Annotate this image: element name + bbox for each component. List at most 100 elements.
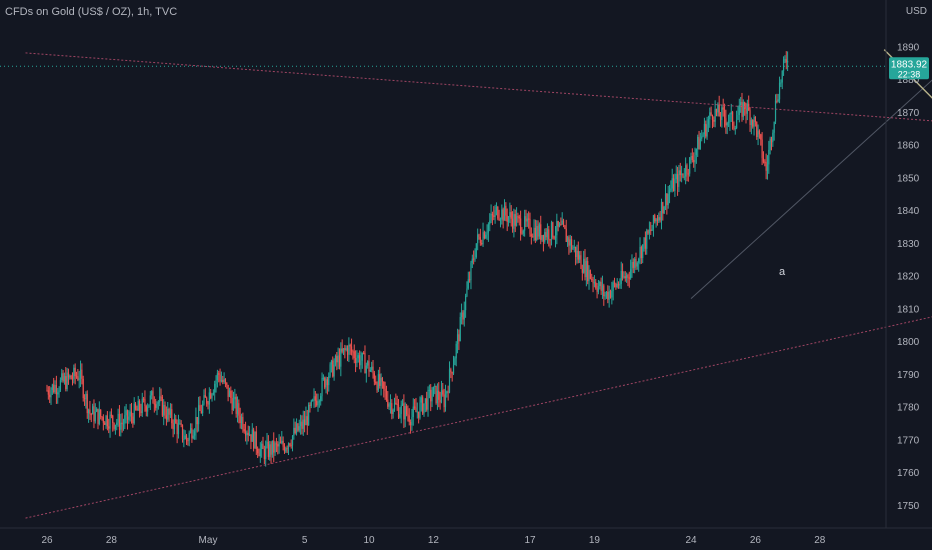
candle-body [183,438,185,440]
time-tick-label: 26 [750,535,762,546]
upper-trendline[interactable] [25,52,932,141]
candle-body [474,257,476,260]
candle-body [699,138,701,150]
candle-body [65,376,67,390]
candle-body [773,121,775,133]
short-support-line[interactable] [690,0,932,299]
candle-body [545,232,547,238]
candle-body [218,373,220,375]
candle-body [354,357,357,364]
candle-body [489,220,491,225]
candle-body [283,446,286,452]
candle-body [126,410,129,420]
candle-body [643,237,645,245]
candle-body [207,403,209,405]
candle-body [144,399,146,407]
candle-body [630,269,632,279]
candle-body [59,380,62,391]
candle-body [371,366,373,370]
candle-body [195,417,197,432]
candle-body [478,234,480,238]
candle-body [140,411,142,414]
candle-body [263,448,265,460]
candle-body [113,422,115,429]
candle-body [631,261,633,270]
candle-body [710,112,712,116]
candle-body [616,283,618,288]
candle-body [471,258,473,263]
candle-body [713,119,715,122]
candle-body [228,390,231,397]
candle-body [556,221,558,236]
candle-body [694,154,696,163]
candle-body [726,122,728,126]
candle-body [609,291,612,298]
candle-body [554,235,557,238]
candle-body [411,416,413,426]
candle-body [515,216,518,226]
candle-body [270,444,272,455]
candle-body [336,356,338,363]
candle-body [579,255,581,260]
candle-body [203,395,205,405]
candle-body [155,404,157,408]
price-tick-label: 1760 [897,468,920,479]
candle-body [604,295,606,297]
candle-body [196,417,198,425]
candle-body [435,385,437,404]
candle-body [120,422,122,430]
candle-body [238,403,240,416]
candle-body [392,410,394,414]
lower-trendline[interactable] [25,256,932,519]
candle-body [777,99,779,102]
candle-body [163,404,165,416]
candle-body [255,431,257,449]
candle-body [141,398,143,414]
candle-body [784,59,786,61]
candle-body [157,402,159,404]
candle-body [517,216,519,218]
candle-body [460,312,463,318]
time-tick-label: 28 [106,535,118,546]
candle-body [258,453,260,457]
candle-body [376,383,378,391]
candle-body [302,419,304,429]
candle-body [133,403,135,424]
candle-body [514,214,516,226]
time-tick-label: 28 [814,535,826,546]
candle-body [159,396,161,403]
candle-body [66,372,68,390]
candle-body [493,215,495,217]
price-axis: 1750 1760 1770 1780 1790 1800 1810 1820 1830 1840… [0,0,932,529]
candle-body [744,102,746,109]
candle-body [257,448,259,454]
candle-body [369,369,371,372]
candle-body [116,422,118,425]
candle-body [521,233,523,235]
candle-body [222,380,224,383]
candle-body [432,386,434,397]
candle-body [619,283,621,286]
candle-body [188,432,190,441]
candle-body [350,346,353,352]
candle-body [781,70,783,83]
candle-body [757,130,759,137]
candle-body [491,213,494,216]
candle-body [679,170,681,176]
price-tick-label: 1750 [897,501,920,512]
candle-body [105,415,107,425]
candle-body [149,395,151,405]
candle-body [322,377,324,379]
candle-body [153,403,155,405]
candle-body [46,390,48,392]
candle-body [266,441,268,447]
candle-body [47,390,49,395]
candle-body [401,403,404,406]
candle-body [455,343,457,359]
time-tick-label: 10 [363,535,375,546]
candle-body [291,435,294,446]
projection-arrow[interactable] [883,49,932,266]
candle-body [770,138,773,143]
